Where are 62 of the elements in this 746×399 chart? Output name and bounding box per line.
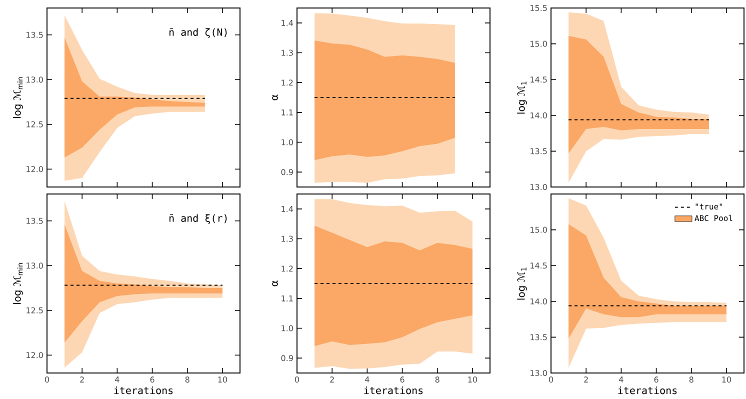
y-tick-label: 13.5	[530, 334, 547, 340]
y-tick-label: 12.5	[26, 307, 43, 314]
annotation: n̄ and ξ(r)	[170, 214, 227, 224]
y-axis-title: log ℳ$_{1}$	[517, 268, 527, 300]
y-tick-label: 13.0	[530, 184, 547, 190]
y-tick-label: 1.3	[282, 50, 293, 56]
y-tick-label: 0.9	[281, 355, 293, 362]
y-tick-label: 13.0	[26, 76, 43, 83]
legend-label: ABC Pool	[694, 214, 732, 222]
x-tick-label: 0	[44, 376, 50, 383]
y-tick-label: 1.1	[282, 110, 293, 116]
y-axis-title: log ℳ$_{1}$	[517, 82, 527, 114]
y-tick-label: 12.0	[26, 166, 43, 172]
y-axis-title: log ℳ$_{min}$	[13, 263, 23, 304]
x-tick-label: 0	[548, 376, 554, 383]
y-tick-label: 1.4	[282, 20, 294, 26]
y-tick-label: 14.0	[530, 298, 547, 304]
x-tick-label: 6	[654, 376, 658, 383]
x-tick-label: 10	[218, 376, 228, 383]
y-axis-title: α	[272, 280, 278, 286]
x-tick-label: 8	[689, 376, 694, 383]
y-axis-title: log ℳ$_{min}$	[13, 77, 23, 118]
x-tick-label: 8	[185, 376, 190, 383]
y-tick-label: 14.0	[530, 112, 547, 118]
y-tick-label: 13.0	[530, 370, 547, 376]
y-tick-label: 14.5	[530, 262, 547, 269]
x-axis-title: iterations	[364, 386, 423, 394]
x-tick-label: 2	[80, 376, 84, 382]
y-tick-label: 13.0	[26, 262, 43, 269]
x-tick-label: 10	[722, 376, 732, 383]
x-tick-label: 6	[400, 376, 404, 383]
y-tick-label: 1.0	[282, 139, 293, 146]
y-tick-label: 1.0	[282, 325, 293, 332]
x-axis-title: iterations	[618, 386, 677, 394]
x-axis-title: iterations	[114, 386, 173, 394]
y-tick-label: 1.1	[282, 296, 293, 302]
y-tick-label: 12.0	[26, 352, 43, 358]
y-tick-label: 1.4	[282, 206, 294, 212]
x-tick-label: 2	[330, 376, 334, 382]
y-tick-label: 13.5	[26, 32, 43, 38]
y-tick-label: 1.2	[282, 266, 293, 272]
annotation: n̄ and ζ(N)	[170, 28, 227, 38]
x-tick-label: 6	[150, 376, 154, 383]
y-tick-label: 15.5	[530, 5, 547, 11]
y-tick-label: 12.5	[26, 121, 43, 128]
x-tick-label: 4	[365, 376, 370, 382]
x-tick-label: 8	[435, 376, 440, 383]
x-tick-label: 4	[619, 376, 624, 382]
y-tick-label: 0.9	[281, 169, 293, 176]
x-tick-label: 10	[468, 376, 478, 383]
y-tick-label: 1.2	[282, 80, 293, 86]
y-tick-label: 15.0	[530, 40, 547, 47]
y-tick-label: 13.5	[530, 148, 547, 154]
y-tick-label: 14.5	[530, 76, 547, 83]
y-tick-label: 1.3	[282, 236, 293, 242]
x-tick-label: 0	[294, 376, 300, 383]
y-tick-label: 13.5	[26, 218, 43, 224]
x-tick-label: 4	[115, 376, 120, 382]
y-axis-title: α	[272, 94, 278, 100]
x-tick-label: 2	[584, 376, 588, 382]
legend-label: "true"	[696, 204, 722, 210]
y-tick-label: 15.0	[530, 226, 547, 233]
